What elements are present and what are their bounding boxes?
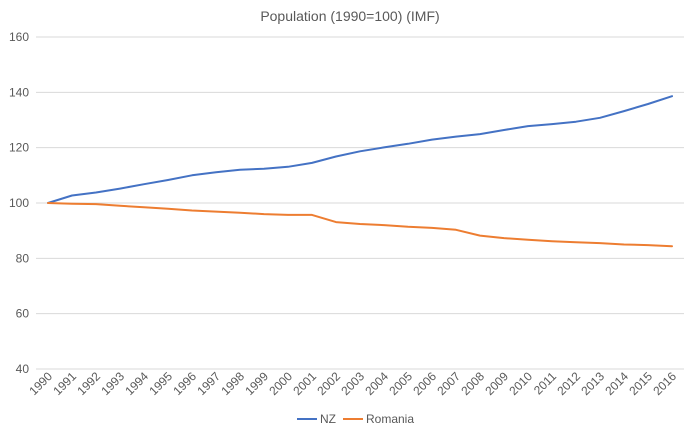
y-tick-label: 140: [9, 85, 29, 99]
x-tick-label: 2003: [338, 369, 367, 398]
legend-label-nz: NZ: [320, 412, 336, 426]
x-tick-label: 2014: [602, 369, 631, 398]
x-tick-label: 2007: [434, 369, 463, 398]
x-tick-label: 1996: [170, 369, 199, 398]
x-tick-label: 1995: [146, 369, 175, 398]
y-tick-label: 40: [16, 362, 30, 376]
legend: NZ Romania: [297, 412, 414, 426]
x-tick-label: 1997: [194, 369, 223, 398]
series-lines: [47, 95, 673, 248]
x-tick-label: 2009: [482, 369, 511, 398]
x-tick-label: 1994: [122, 369, 151, 398]
legend-label-romania: Romania: [366, 412, 414, 426]
x-tick-label: 1992: [74, 369, 103, 398]
x-tick-label: 2004: [362, 369, 391, 398]
y-tick-label: 160: [9, 30, 29, 44]
series-line-nz: [47, 95, 673, 204]
x-tick-label: 2006: [410, 369, 439, 398]
x-tick-label: 1999: [242, 369, 271, 398]
x-tick-label: 2015: [626, 369, 655, 398]
x-tick-label: 1993: [98, 369, 127, 398]
x-tick-label: 2005: [386, 369, 415, 398]
x-tick-label: 2008: [458, 369, 487, 398]
x-tick-label: 1990: [26, 369, 55, 398]
chart-title: Population (1990=100) (IMF): [260, 8, 439, 24]
gridlines: [36, 36, 684, 315]
x-tick-label: 2012: [554, 369, 583, 398]
y-tick-label: 100: [9, 196, 29, 210]
x-tick-label: 2010: [506, 369, 535, 398]
x-tick-label: 1991: [50, 369, 79, 398]
series-line-romania: [47, 202, 673, 248]
y-axis-tick-labels: 40 60 80 100 120 140 160: [9, 30, 29, 376]
x-tick-label: 1998: [218, 369, 247, 398]
x-tick-label: 2000: [266, 369, 295, 398]
x-tick-label: 2002: [314, 369, 343, 398]
x-tick-label: 2001: [290, 369, 319, 398]
x-tick-label: 2011: [531, 369, 559, 397]
x-tick-label: 2013: [578, 369, 607, 398]
y-tick-label: 60: [16, 307, 30, 321]
x-tick-label: 2016: [650, 369, 679, 398]
y-tick-label: 80: [16, 251, 30, 265]
y-tick-label: 120: [9, 141, 29, 155]
x-axis-tick-labels: 1990199119921993199419951996199719981999…: [26, 369, 679, 398]
